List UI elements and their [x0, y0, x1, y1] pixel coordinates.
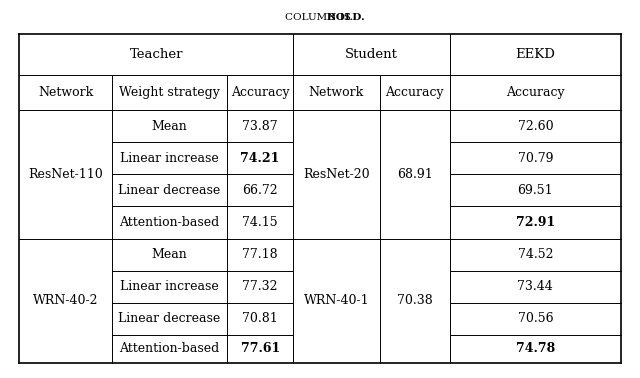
- Text: 74.21: 74.21: [241, 152, 280, 165]
- Text: 68.91: 68.91: [397, 168, 433, 181]
- Text: 70.79: 70.79: [518, 152, 553, 165]
- Text: Linear increase: Linear increase: [120, 280, 219, 293]
- Text: ResNet-20: ResNet-20: [303, 168, 370, 181]
- Text: Accuracy: Accuracy: [385, 86, 444, 99]
- Text: 70.38: 70.38: [397, 294, 433, 307]
- Text: 77.32: 77.32: [243, 280, 278, 293]
- Text: Weight strategy: Weight strategy: [119, 86, 220, 99]
- Text: Teacher: Teacher: [129, 48, 183, 61]
- Text: Attention-based: Attention-based: [120, 216, 220, 229]
- Text: 73.44: 73.44: [518, 280, 553, 293]
- Text: Network: Network: [308, 86, 364, 99]
- Text: 77.61: 77.61: [241, 342, 280, 355]
- Text: Linear decrease: Linear decrease: [118, 312, 221, 325]
- Text: WRN-40-1: WRN-40-1: [303, 294, 369, 307]
- Text: 69.51: 69.51: [518, 184, 553, 197]
- Text: ResNet-110: ResNet-110: [28, 168, 103, 181]
- Text: 74.15: 74.15: [243, 216, 278, 229]
- Text: 72.91: 72.91: [516, 216, 555, 229]
- Text: COLUMN IS: COLUMN IS: [285, 13, 355, 22]
- Text: 74.78: 74.78: [516, 342, 555, 355]
- Text: WRN-40-2: WRN-40-2: [33, 294, 99, 307]
- Text: Attention-based: Attention-based: [120, 342, 220, 355]
- Text: Accuracy: Accuracy: [506, 86, 564, 99]
- Text: 66.72: 66.72: [243, 184, 278, 197]
- Text: Accuracy: Accuracy: [231, 86, 289, 99]
- Text: Linear increase: Linear increase: [120, 152, 219, 165]
- Text: 74.52: 74.52: [518, 248, 553, 261]
- Text: 70.56: 70.56: [518, 312, 553, 325]
- Text: 73.87: 73.87: [243, 119, 278, 133]
- Text: EEKD: EEKD: [515, 48, 556, 61]
- Text: Linear decrease: Linear decrease: [118, 184, 221, 197]
- Text: Mean: Mean: [152, 248, 188, 261]
- Text: Student: Student: [345, 48, 398, 61]
- Text: 72.60: 72.60: [518, 119, 553, 133]
- Text: Mean: Mean: [152, 119, 188, 133]
- Text: Network: Network: [38, 86, 93, 99]
- Text: 77.18: 77.18: [243, 248, 278, 261]
- Text: 70.81: 70.81: [243, 312, 278, 325]
- Text: BOLD.: BOLD.: [276, 13, 364, 22]
